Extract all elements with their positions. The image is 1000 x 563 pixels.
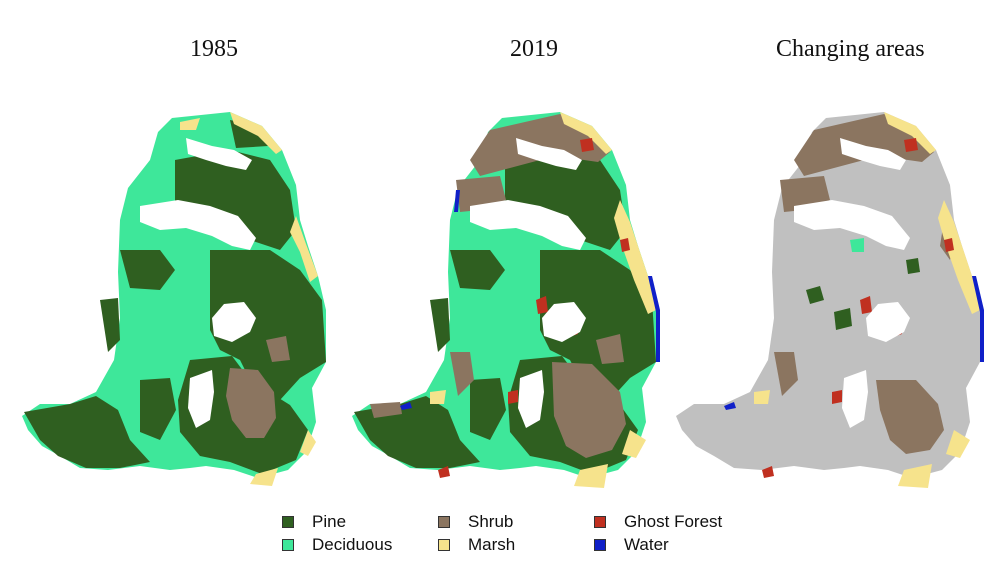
legend-label-water: Water [624,535,669,554]
legend-item-ghost-forest: Ghost Forest [594,512,722,532]
legend-item-marsh: Marsh [438,535,515,555]
legend-swatch-marsh [438,539,450,551]
map-title-2019: 2019 [510,36,558,62]
map-2019 [352,112,660,488]
legend-label-marsh: Marsh [468,535,516,554]
map-title-changing-areas: Changing areas [776,36,925,62]
legend-swatch-pine [282,516,294,528]
legend-item-water: Water [594,535,669,555]
legend-label-shrub: Shrub [468,512,514,531]
legend-swatch-deciduous [282,539,294,551]
legend-label-pine: Pine [312,512,347,531]
map-changing-areas [676,112,984,488]
legend-swatch-shrub [438,516,450,528]
legend-swatch-water [594,539,606,551]
legend-label-ghost-forest: Ghost Forest [624,512,723,531]
land-cover-maps [22,112,984,488]
legend-item-deciduous: Deciduous [282,535,392,555]
legend-item-pine: Pine [282,512,346,532]
map-1985 [22,112,326,486]
legend-item-shrub: Shrub [438,512,513,532]
map-title-1985: 1985 [190,36,238,62]
legend-swatch-ghost-forest [594,516,606,528]
legend-label-deciduous: Deciduous [312,535,393,554]
legend: Pine Deciduous Shrub Marsh Ghost Forest … [0,510,1000,560]
